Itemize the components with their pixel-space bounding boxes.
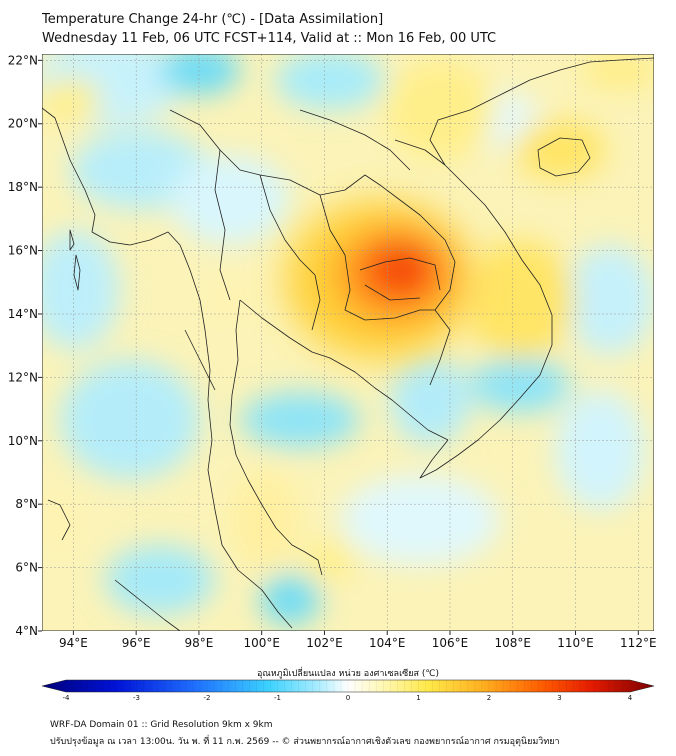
colorbar-tick-labels: -4 -3 -2 -1 0 1 2 3 4 (63, 694, 633, 702)
lon-tick-label: 106°E (432, 636, 469, 650)
lat-tick-label: 8°N (15, 497, 38, 511)
lat-tick-label: 14°N (8, 307, 38, 321)
lon-tick-label: 96°E (122, 636, 151, 650)
lon-tick-label: 98°E (184, 636, 213, 650)
lat-tick-label: 10°N (8, 434, 38, 448)
colorbar-tick-label: 3 (557, 694, 561, 702)
lat-tick-label: 12°N (8, 370, 38, 384)
latitude-tick-labels: 22°N 20°N 18°N 16°N 14°N 12°N 10°N 8°N 6°N 4°N (8, 53, 42, 638)
colorbar-tick-label: -2 (204, 694, 211, 702)
colorbar-tick-label: -4 (63, 694, 71, 702)
map-figure: 94°E 96°E 98°E 100°E 102°E 104°E 106°E 108°E 110… (8, 53, 657, 702)
lon-tick-label: 102°E (306, 636, 343, 650)
lat-tick-label: 6°N (15, 561, 38, 575)
lon-tick-label: 100°E (243, 636, 280, 650)
coastline-borders (42, 57, 654, 631)
lat-tick-label: 4°N (15, 624, 38, 638)
colorbar-tick-label: -3 (133, 694, 140, 702)
map-title: Temperature Change 24-hr (℃) - [Data Ass… (42, 12, 384, 27)
colorbar-tick-label: -1 (274, 694, 281, 702)
temperature-field (42, 54, 654, 631)
colorbar-segments (72, 680, 624, 692)
colorbar-tick-label: 0 (346, 694, 350, 702)
lon-tick-label: 112°E (620, 636, 657, 650)
lat-tick-label: 18°N (8, 180, 38, 194)
colorbar-tick-label: 1 (416, 694, 420, 702)
colorbar (41, 679, 655, 693)
lon-tick-label: 110°E (557, 636, 594, 650)
lat-tick-label: 20°N (8, 117, 38, 131)
map-gridlines (42, 54, 654, 631)
lon-tick-label: 108°E (495, 636, 532, 650)
map-subtitle: Wednesday 11 Feb, 06 UTC FCST+114, Valid… (42, 31, 497, 46)
footer-credits: ปรับปรุงข้อมูล ณ เวลา 13:00น. วัน พ. ที่… (50, 737, 560, 747)
lon-tick-label: 94°E (59, 636, 88, 650)
colorbar-tick-label: 2 (487, 694, 491, 702)
lat-tick-label: 22°N (8, 53, 38, 67)
lon-tick-label: 104°E (369, 636, 406, 650)
lat-tick-label: 16°N (8, 244, 38, 258)
colorbar-tick-label: 4 (628, 694, 633, 702)
longitude-tick-labels: 94°E 96°E 98°E 100°E 102°E 104°E 106°E 108°E 110… (59, 631, 657, 650)
colorbar-title: อุณหภูมิเปลี่ยนแปลง หน่วย องศาเซลเซียส (… (257, 666, 439, 679)
footer-model-info: WRF-DA Domain 01 :: Grid Resolution 9km … (50, 720, 273, 730)
